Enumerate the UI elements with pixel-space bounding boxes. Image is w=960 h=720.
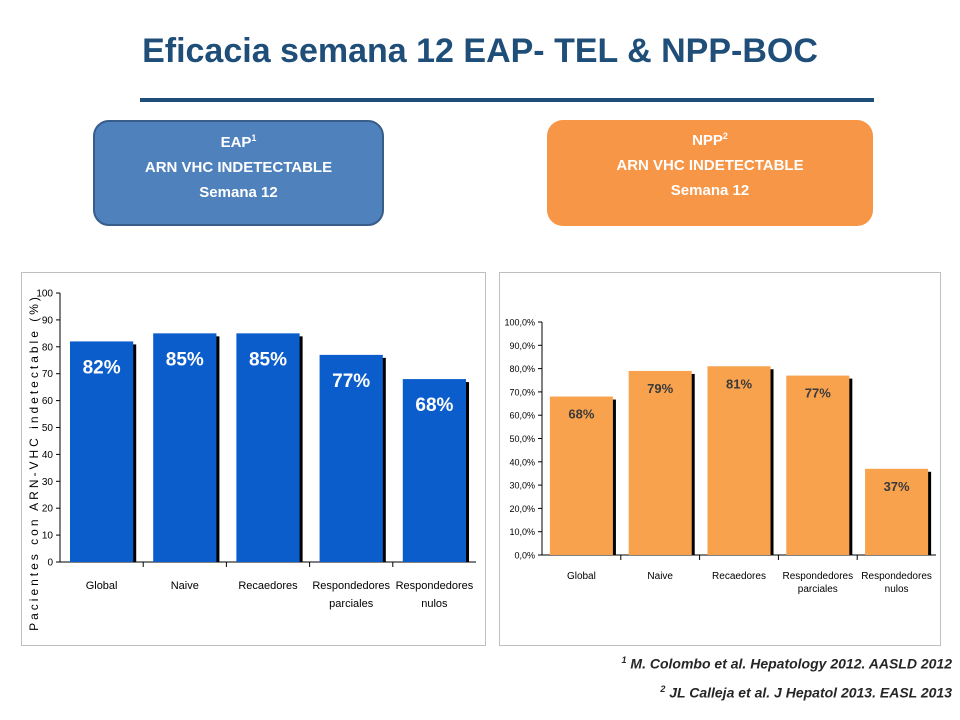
npp-chart-category-label: Naive (647, 571, 673, 582)
npp-box-head: NPP (692, 132, 723, 149)
npp-chart-panel: 0,0% 10,0% 20,0% 30,0% 40,0% 50,0% 60,0% 70,0% 8… (499, 272, 941, 646)
eap-chart-bar (69, 341, 134, 562)
eap-chart-bar (402, 379, 467, 562)
eap-chart-y-tick-label: 80 (42, 342, 54, 353)
npp-chart-bar (865, 468, 929, 555)
npp-chart-y-tick-label: 10,0% (509, 527, 535, 537)
npp-chart-bar (786, 375, 850, 555)
npp-box-line2: ARN VHC INDETECTABLE (616, 157, 804, 174)
npp-chart-data-label: 68% (568, 407, 594, 422)
eap-chart-y-tick-label: 100 (36, 289, 53, 300)
eap-chart-y-axis-title: Pacientes con ARN-VHC indetectable (%) (27, 294, 41, 631)
eap-chart-category-label: Respondedores (312, 580, 390, 592)
eap-box-sup: 1 (251, 133, 257, 143)
eap-chart-category-label: Recaedores (238, 580, 298, 592)
eap-box-head: EAP (220, 134, 252, 151)
npp-chart-y-tick-label: 0,0% (514, 551, 535, 561)
npp-chart-bar (628, 370, 692, 555)
eap-chart-bar (153, 333, 217, 562)
eap-box-line2: ARN VHC INDETECTABLE (144, 159, 333, 176)
npp-chart-y-tick-label: 20,0% (509, 504, 535, 514)
npp-chart-y-tick-label: 100,0% (504, 318, 535, 328)
npp-chart-category-label: Respondedores (861, 571, 932, 582)
npp-chart-y-tick-label: 90,0% (509, 341, 535, 351)
reference-2: 2 JL Calleja et al. J Hepatol 2013. EASL… (500, 684, 952, 701)
reference-1: 1 M. Colombo et al. Hepatology 2012. AAS… (500, 655, 952, 672)
npp-chart-y-tick-label: 40,0% (509, 457, 535, 467)
npp-chart-category-label: Respondedores (782, 571, 853, 582)
eap-chart-y-tick-label: 30 (42, 477, 54, 488)
eap-header-box: EAP1 ARN VHC INDETECTABLE Semana 12 (93, 120, 384, 226)
eap-box-line3: Semana 12 (199, 184, 278, 201)
npp-chart-y-tick-label: 70,0% (509, 387, 535, 397)
reference-2-sup: 2 (660, 684, 666, 694)
npp-chart-data-label: 79% (647, 381, 673, 396)
eap-chart-data-label: 68% (415, 395, 453, 416)
eap-chart-y-tick-label: 10 (42, 531, 54, 542)
npp-chart-category-label: Recaedores (712, 571, 766, 582)
eap-chart-y-tick-label: 60 (42, 396, 54, 407)
eap-chart-y-tick-label: 0 (47, 558, 53, 569)
eap-chart-category-label: nulos (421, 598, 448, 610)
npp-bar-chart: 0,0% 10,0% 20,0% 30,0% 40,0% 50,0% 60,0% 70,0% 8… (504, 318, 936, 595)
reference-2-text: JL Calleja et al. J Hepatol 2013. EASL 2… (665, 684, 952, 701)
npp-box-sup: 2 (722, 131, 728, 141)
eap-chart-data-label: 82% (83, 357, 121, 378)
eap-chart-y-tick-label: 70 (42, 369, 54, 380)
eap-chart-category-label: Naive (171, 580, 199, 592)
npp-chart-y-tick-label: 30,0% (509, 481, 535, 491)
npp-chart-bar (707, 366, 771, 555)
slide-title: Eficacia semana 12 EAP- TEL & NPP-BOC (142, 32, 818, 70)
eap-chart-y-tick-label: 20 (42, 504, 54, 515)
title-underline (140, 98, 874, 102)
eap-chart-bar (319, 354, 383, 562)
npp-header-box: NPP2 ARN VHC INDETECTABLE Semana 12 (547, 120, 873, 226)
eap-bar-chart: 0 10 20 30 40 50 60 70 80 90 100 82% Global 85% Naive 8… (27, 289, 476, 631)
npp-chart-data-label: 37% (884, 479, 910, 494)
npp-chart-y-tick-label: 60,0% (509, 411, 535, 421)
npp-box-line3: Semana 12 (670, 182, 750, 199)
eap-chart-category-label: Global (86, 580, 118, 592)
npp-chart-y-tick-label: 50,0% (509, 434, 535, 444)
eap-chart-y-tick-label: 50 (42, 423, 54, 434)
eap-chart-y-tick-label: 90 (42, 315, 54, 326)
eap-chart-panel: 0 10 20 30 40 50 60 70 80 90 100 82% Global 85% Naive 8… (21, 272, 486, 646)
eap-chart-data-label: 85% (166, 349, 204, 370)
eap-chart-category-label: Respondedores (396, 580, 474, 592)
eap-chart-y-tick-label: 40 (42, 450, 54, 461)
eap-chart-bar (236, 333, 300, 562)
npp-chart-data-label: 81% (726, 376, 752, 391)
eap-chart-data-label: 77% (332, 371, 370, 392)
eap-chart-category-label: parciales (329, 598, 374, 610)
npp-chart-category-label: Global (567, 571, 596, 582)
npp-chart-y-tick-label: 80,0% (509, 364, 535, 374)
npp-chart-category-label: parciales (798, 584, 838, 595)
reference-1-sup: 1 (621, 655, 627, 665)
reference-1-text: M. Colombo et al. Hepatology 2012. AASLD… (626, 655, 952, 672)
npp-chart-bar (549, 396, 613, 555)
eap-chart-data-label: 85% (249, 349, 287, 370)
npp-chart-data-label: 77% (805, 386, 831, 401)
npp-chart-category-label: nulos (885, 584, 909, 595)
